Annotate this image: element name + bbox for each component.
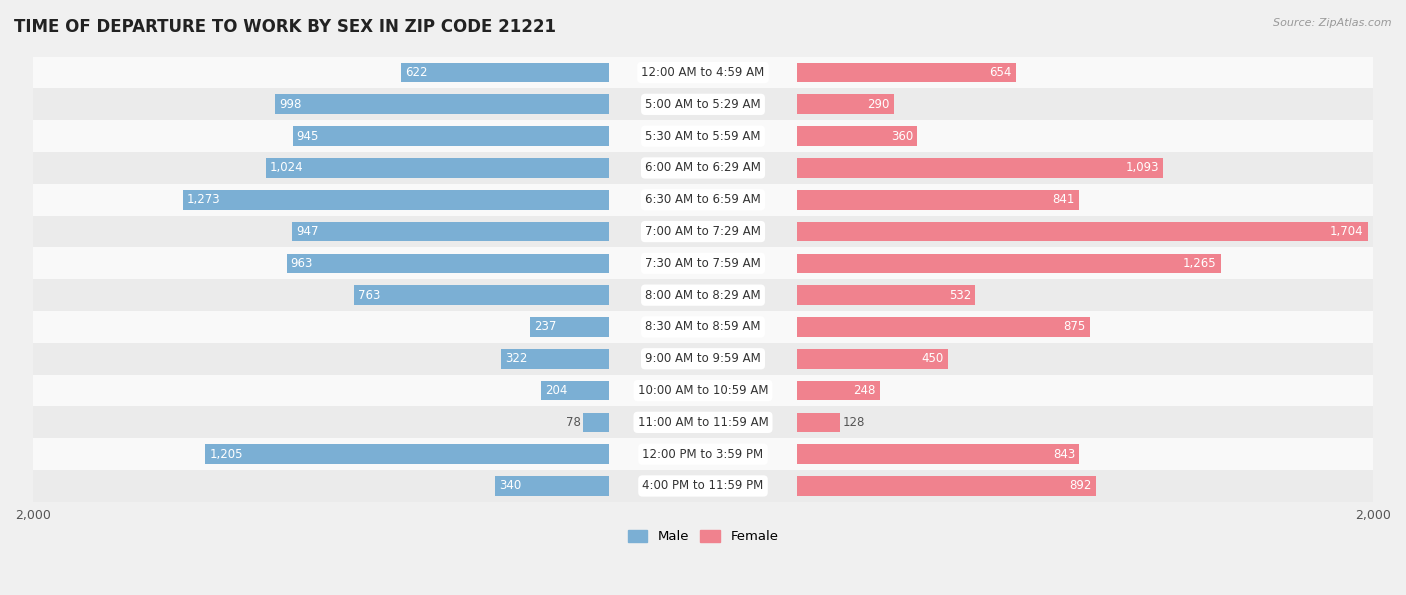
Bar xyxy=(32,375,1374,406)
Bar xyxy=(32,311,1374,343)
Text: 532: 532 xyxy=(949,289,972,302)
Text: 1,205: 1,205 xyxy=(209,447,243,461)
Bar xyxy=(266,158,609,178)
Text: 11:00 AM to 11:59 AM: 11:00 AM to 11:59 AM xyxy=(638,416,768,429)
Text: 290: 290 xyxy=(868,98,890,111)
Bar xyxy=(32,89,1374,120)
Text: 78: 78 xyxy=(565,416,581,429)
Text: 248: 248 xyxy=(853,384,876,397)
Bar xyxy=(32,120,1374,152)
Bar xyxy=(797,412,839,432)
Text: 1,704: 1,704 xyxy=(1330,225,1364,238)
Text: 8:00 AM to 8:29 AM: 8:00 AM to 8:29 AM xyxy=(645,289,761,302)
Bar xyxy=(32,470,1374,502)
Bar xyxy=(797,253,1220,273)
Text: 654: 654 xyxy=(990,66,1012,79)
Bar xyxy=(32,279,1374,311)
Bar xyxy=(502,349,609,369)
Text: Source: ZipAtlas.com: Source: ZipAtlas.com xyxy=(1274,18,1392,28)
Text: 12:00 AM to 4:59 AM: 12:00 AM to 4:59 AM xyxy=(641,66,765,79)
Text: 5:00 AM to 5:29 AM: 5:00 AM to 5:29 AM xyxy=(645,98,761,111)
Text: 7:00 AM to 7:29 AM: 7:00 AM to 7:29 AM xyxy=(645,225,761,238)
Bar xyxy=(797,444,1080,464)
Bar xyxy=(797,222,1368,242)
Bar xyxy=(32,57,1374,89)
Bar xyxy=(292,126,609,146)
Text: 945: 945 xyxy=(297,130,319,143)
Text: 9:00 AM to 9:59 AM: 9:00 AM to 9:59 AM xyxy=(645,352,761,365)
Bar xyxy=(797,126,918,146)
Text: 1,093: 1,093 xyxy=(1125,161,1159,174)
Bar xyxy=(32,215,1374,248)
Bar xyxy=(274,95,609,114)
Text: TIME OF DEPARTURE TO WORK BY SEX IN ZIP CODE 21221: TIME OF DEPARTURE TO WORK BY SEX IN ZIP … xyxy=(14,18,555,36)
Text: 763: 763 xyxy=(357,289,380,302)
Bar xyxy=(530,317,609,337)
Bar xyxy=(495,476,609,496)
Bar xyxy=(541,381,609,400)
Bar xyxy=(797,62,1017,83)
Bar xyxy=(797,285,974,305)
Text: 4:00 PM to 11:59 PM: 4:00 PM to 11:59 PM xyxy=(643,480,763,493)
Text: 360: 360 xyxy=(891,130,914,143)
Text: 6:30 AM to 6:59 AM: 6:30 AM to 6:59 AM xyxy=(645,193,761,206)
Text: 10:00 AM to 10:59 AM: 10:00 AM to 10:59 AM xyxy=(638,384,768,397)
Text: 1,265: 1,265 xyxy=(1182,257,1216,270)
Text: 204: 204 xyxy=(546,384,567,397)
Bar xyxy=(797,158,1163,178)
Legend: Male, Female: Male, Female xyxy=(623,525,783,549)
Bar xyxy=(797,476,1095,496)
Bar xyxy=(287,253,609,273)
Text: 237: 237 xyxy=(534,321,557,333)
Text: 322: 322 xyxy=(505,352,527,365)
Text: 947: 947 xyxy=(295,225,318,238)
Bar xyxy=(32,184,1374,215)
Text: 892: 892 xyxy=(1069,480,1091,493)
Text: 622: 622 xyxy=(405,66,427,79)
Text: 875: 875 xyxy=(1064,321,1085,333)
Text: 5:30 AM to 5:59 AM: 5:30 AM to 5:59 AM xyxy=(645,130,761,143)
Bar xyxy=(797,349,948,369)
Bar xyxy=(183,190,609,209)
Bar xyxy=(32,248,1374,279)
Text: 841: 841 xyxy=(1052,193,1074,206)
Text: 1,024: 1,024 xyxy=(270,161,304,174)
Text: 12:00 PM to 3:59 PM: 12:00 PM to 3:59 PM xyxy=(643,447,763,461)
Bar xyxy=(353,285,609,305)
Bar xyxy=(205,444,609,464)
Text: 6:00 AM to 6:29 AM: 6:00 AM to 6:29 AM xyxy=(645,161,761,174)
Bar xyxy=(32,152,1374,184)
Text: 1,273: 1,273 xyxy=(187,193,221,206)
Text: 450: 450 xyxy=(921,352,943,365)
Text: 7:30 AM to 7:59 AM: 7:30 AM to 7:59 AM xyxy=(645,257,761,270)
Text: 128: 128 xyxy=(842,416,865,429)
Text: 340: 340 xyxy=(499,480,522,493)
Bar xyxy=(797,95,894,114)
Text: 843: 843 xyxy=(1053,447,1076,461)
Bar xyxy=(401,62,609,83)
Bar xyxy=(797,317,1090,337)
Bar xyxy=(32,406,1374,439)
Bar xyxy=(797,190,1078,209)
Bar xyxy=(583,412,609,432)
Text: 8:30 AM to 8:59 AM: 8:30 AM to 8:59 AM xyxy=(645,321,761,333)
Bar xyxy=(32,439,1374,470)
Text: 963: 963 xyxy=(291,257,314,270)
Bar xyxy=(292,222,609,242)
Bar xyxy=(32,343,1374,375)
Text: 998: 998 xyxy=(278,98,301,111)
Bar xyxy=(797,381,880,400)
